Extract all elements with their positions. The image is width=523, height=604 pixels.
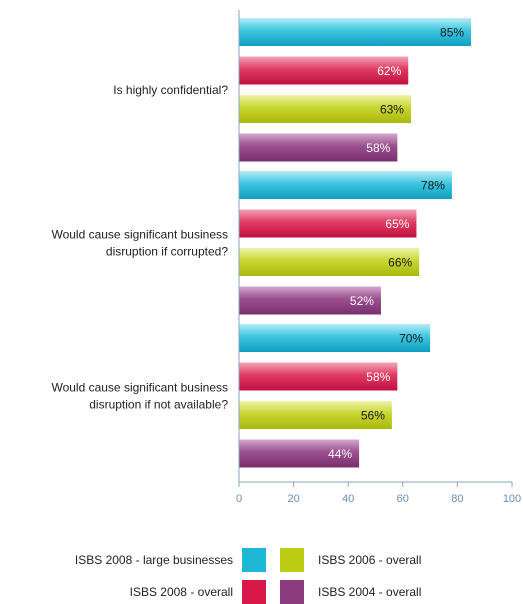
- bar: [239, 324, 431, 352]
- bar: [239, 248, 420, 276]
- data-label: 70%: [399, 332, 423, 346]
- legend-item-isbs-2008-overall: ISBS 2008 - overall: [0, 580, 266, 604]
- legend-swatch: [242, 548, 266, 572]
- legend-swatch: [280, 548, 304, 572]
- data-label: 56%: [361, 409, 385, 423]
- bar-chart: 85% 62% 63% 58% Is highly confidential? 78% 65…: [51, 10, 521, 505]
- bar: [239, 401, 392, 429]
- category-label: Would cause significant business disrupti…: [51, 380, 228, 411]
- category-label: Would cause significant business disrupti…: [51, 227, 228, 258]
- bar: [239, 362, 398, 391]
- legend-label: ISBS 2004 - overall: [318, 585, 422, 599]
- bar: [239, 95, 411, 123]
- data-label: 52%: [350, 294, 374, 308]
- bar: [239, 286, 381, 315]
- data-label: 44%: [328, 447, 352, 461]
- bar: [239, 209, 417, 238]
- bar: [239, 171, 452, 199]
- legend-label: ISBS 2006 - overall: [318, 553, 422, 567]
- legend-item-isbs-2006-overall: ISBS 2006 - overall: [280, 548, 421, 572]
- data-label: 66%: [388, 256, 412, 270]
- legend-item-isbs-2008-large: ISBS 2008 - large businesses: [0, 548, 266, 572]
- data-label: 58%: [366, 370, 390, 384]
- legend-swatch: [242, 580, 266, 604]
- bar: [239, 56, 409, 85]
- x-tick-label: 100: [503, 493, 521, 505]
- data-label: 78%: [421, 179, 445, 193]
- data-label: 65%: [385, 217, 409, 231]
- legend-label: ISBS 2008 - overall: [129, 585, 233, 599]
- data-label: 58%: [366, 141, 390, 155]
- x-tick-label: 40: [342, 493, 354, 505]
- legend-swatch: [280, 580, 304, 604]
- x-tick-label: 80: [451, 493, 463, 505]
- x-tick-label: 20: [287, 493, 299, 505]
- x-tick-label: 60: [397, 493, 409, 505]
- legend: ISBS 2008 - large businesses ISBS 2008 -…: [0, 540, 523, 604]
- legend-item-isbs-2004-overall: ISBS 2004 - overall: [280, 580, 421, 604]
- bar: [239, 133, 398, 162]
- bar: [239, 439, 360, 468]
- category-label: Is highly confidential?: [113, 83, 228, 97]
- data-label: 85%: [440, 26, 464, 40]
- data-label: 62%: [377, 64, 401, 78]
- data-label: 63%: [380, 103, 404, 117]
- legend-label: ISBS 2008 - large businesses: [74, 553, 233, 567]
- x-tick-label: 0: [236, 493, 242, 505]
- bar: [239, 18, 472, 46]
